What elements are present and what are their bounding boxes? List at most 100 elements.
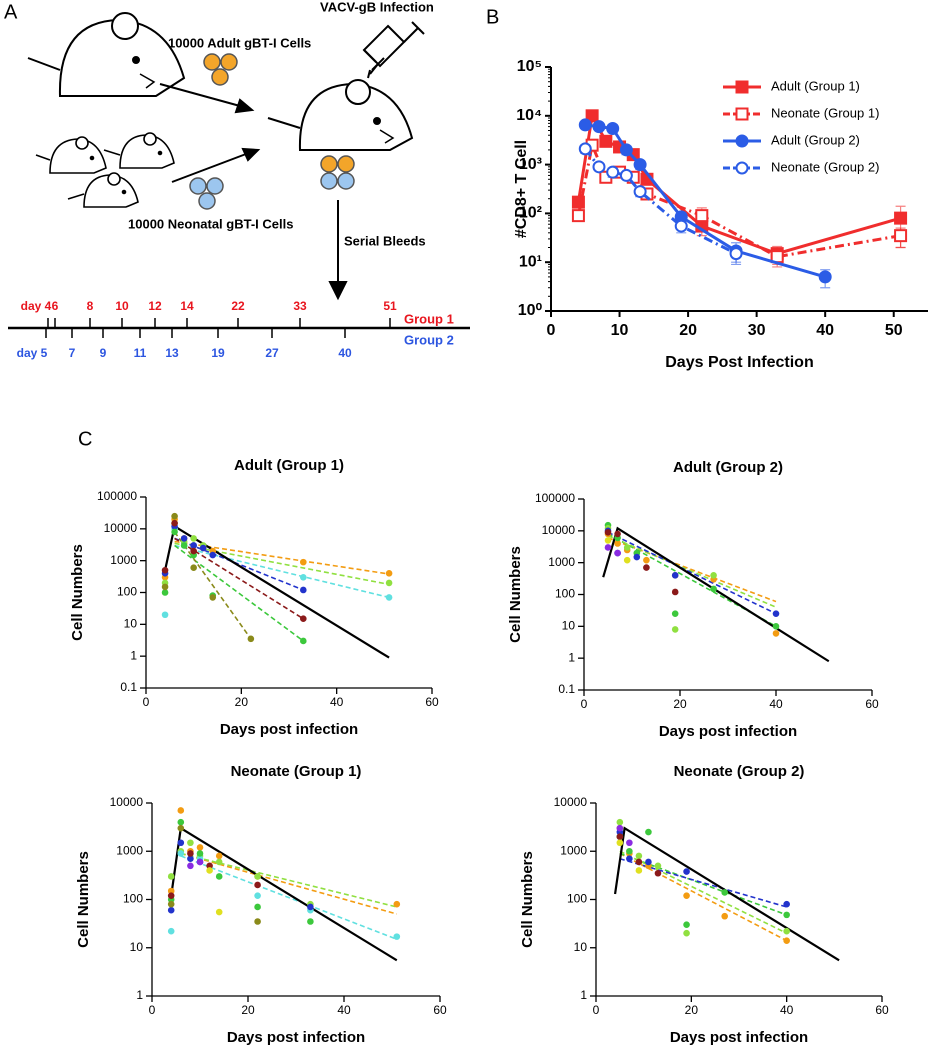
x-tick-label: 30 [748, 322, 766, 339]
point [215, 873, 223, 880]
cells-neonatal [189, 177, 224, 210]
point [604, 544, 612, 551]
point [626, 847, 633, 855]
y-axis-label: Cell Numbers [75, 851, 92, 948]
model-line [163, 524, 390, 659]
fit-line [174, 537, 304, 591]
group2-day: 9 [100, 346, 107, 360]
point [385, 570, 393, 577]
chart-title: Neonate (Group 1) [231, 763, 362, 780]
y-tick-label: 100 [567, 892, 587, 906]
adult-cells-label: 10000 Adult gBT-I Cells [168, 35, 311, 50]
point [171, 528, 178, 536]
point [645, 858, 652, 866]
x-tick-label: 20 [679, 322, 697, 339]
x-tick-label: 0 [143, 695, 150, 709]
y-tick-label: 100 [123, 892, 143, 906]
y-tick-label: 100000 [535, 491, 575, 505]
chart-title: Neonate (Group 2) [674, 763, 805, 780]
x-tick-label: 20 [685, 1003, 699, 1017]
fit-line [174, 544, 390, 599]
point [671, 588, 679, 596]
y-tick-label: 1 [580, 988, 587, 1002]
point [633, 553, 641, 561]
point [671, 610, 679, 617]
y-tick-label: 0.1 [558, 682, 575, 696]
point [783, 900, 790, 908]
y-tick-label: 10¹ [519, 253, 542, 270]
point [167, 873, 175, 880]
point [167, 887, 175, 895]
point [215, 858, 223, 866]
point [196, 850, 204, 857]
marker [818, 270, 832, 284]
point [783, 937, 790, 944]
point [307, 918, 314, 925]
legend-marker [735, 80, 749, 94]
point [604, 537, 612, 544]
point [177, 850, 185, 857]
group1-day: day 4 [21, 299, 52, 313]
group1-day: 22 [231, 299, 245, 313]
point [385, 594, 393, 601]
mouse-adult [27, 12, 186, 97]
marker [674, 219, 688, 233]
chart: 0.1 1 10 100 1000 10000 100000 0 20 40 60 Adult (Gr… [69, 457, 439, 738]
group2-day: day 5 [17, 346, 48, 360]
point [190, 542, 197, 549]
point [623, 544, 631, 551]
x-tick-label: 40 [330, 695, 344, 709]
model-line [170, 826, 398, 962]
x-axis-label: Days post infection [670, 1029, 808, 1046]
legend-label: Neonate (Group 2) [771, 159, 879, 174]
marker [619, 143, 633, 157]
point [614, 530, 621, 538]
y-tick-label: 10² [519, 205, 542, 222]
y-tick-label: 1 [568, 650, 575, 664]
point [683, 868, 690, 875]
point [683, 921, 690, 929]
point [710, 572, 717, 579]
y-tick-label: 10000 [554, 795, 588, 809]
point [772, 630, 780, 637]
point [161, 566, 169, 574]
legend-marker [735, 134, 749, 148]
x-axis-label: Days post infection [220, 721, 358, 738]
point [683, 892, 690, 899]
point [209, 594, 217, 601]
x-axis-label: Days post infection [659, 723, 797, 740]
point [635, 858, 643, 866]
marker [894, 229, 908, 243]
point [180, 542, 188, 549]
series: Neonate (Group 1) [571, 105, 908, 268]
fit-line [180, 852, 397, 908]
group1-day: 10 [115, 299, 129, 313]
legend-label: Adult (Group 2) [771, 132, 860, 147]
point [300, 637, 307, 645]
point [187, 862, 194, 870]
x-axis-label: Days Post Infection [665, 354, 813, 371]
point [171, 512, 178, 520]
point [254, 903, 261, 911]
y-tick-label: 10000 [110, 795, 144, 809]
point [635, 852, 643, 860]
group2-label: Group 2 [404, 332, 454, 347]
point [300, 586, 307, 594]
infection-label: VACV-gB Infection [320, 0, 434, 14]
chart-title: Adult (Group 1) [234, 457, 344, 474]
x-tick-label: 40 [769, 697, 783, 711]
marker [619, 168, 633, 182]
fit-line [607, 535, 777, 608]
point [161, 611, 169, 619]
series: Neonate (Group 2) [578, 142, 879, 263]
fit-line [619, 857, 787, 908]
marker [578, 118, 592, 132]
chart: 1 10 100 1000 10000 0 20 40 60 Neonate (Group 2) D… [519, 763, 889, 1046]
point [623, 556, 631, 564]
point [616, 833, 624, 841]
y-tick-label: 10³ [519, 156, 542, 173]
x-tick-label: 0 [149, 1003, 156, 1017]
y-tick-label: 10⁵ [517, 58, 542, 75]
legend-marker [735, 107, 749, 121]
chart: 1 10 100 1000 10000 0 20 40 60 Neonate (Group 1) D… [75, 763, 447, 1046]
